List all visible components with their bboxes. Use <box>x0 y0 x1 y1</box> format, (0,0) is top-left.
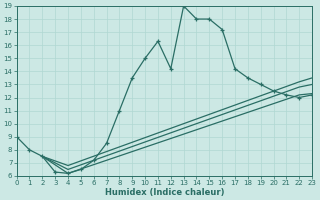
X-axis label: Humidex (Indice chaleur): Humidex (Indice chaleur) <box>105 188 224 197</box>
